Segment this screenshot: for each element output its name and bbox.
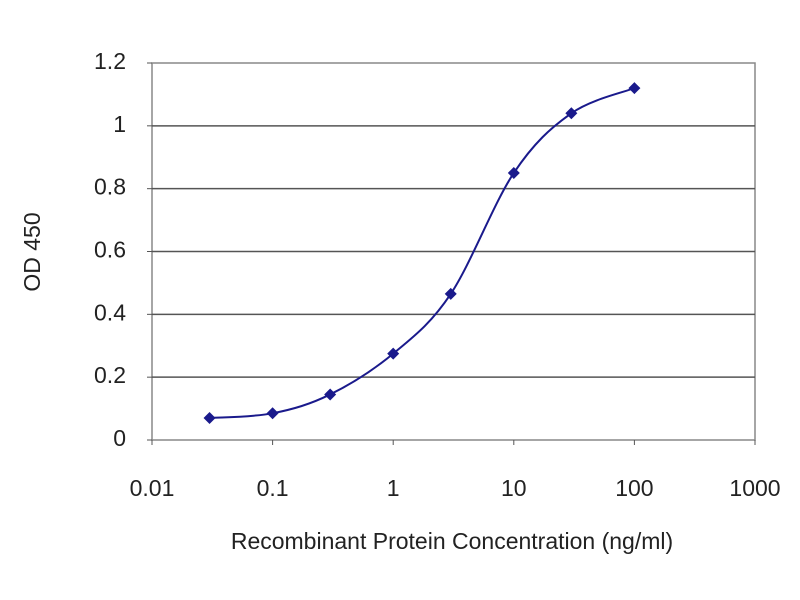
x-tick-label: 0.01 [130, 475, 175, 501]
y-tick-label: 0.8 [94, 174, 126, 200]
y-tick-label: 0.2 [94, 362, 126, 388]
data-point [203, 412, 216, 425]
x-tick-label: 1 [387, 475, 400, 501]
data-point [387, 347, 400, 360]
data-point [628, 82, 641, 95]
x-tick-label: 1000 [729, 475, 780, 501]
y-tick-label: 0.4 [94, 299, 126, 325]
y-axis-label: OD 450 [19, 212, 45, 291]
data-point [444, 287, 457, 300]
data-point [266, 407, 279, 420]
y-tick-label: 1.2 [94, 48, 126, 74]
x-tick-label: 10 [501, 475, 527, 501]
x-axis-label: Recombinant Protein Concentration (ng/ml… [231, 528, 673, 554]
x-tick-label: 100 [615, 475, 653, 501]
x-tick-label: 0.1 [257, 475, 289, 501]
data-point [507, 166, 520, 179]
data-point [565, 107, 578, 120]
data-point [324, 388, 337, 401]
y-tick-label: 0.6 [94, 237, 126, 263]
series-line [209, 87, 635, 420]
y-tick-label: 1 [113, 111, 126, 137]
y-tick-label: 0 [113, 425, 126, 451]
